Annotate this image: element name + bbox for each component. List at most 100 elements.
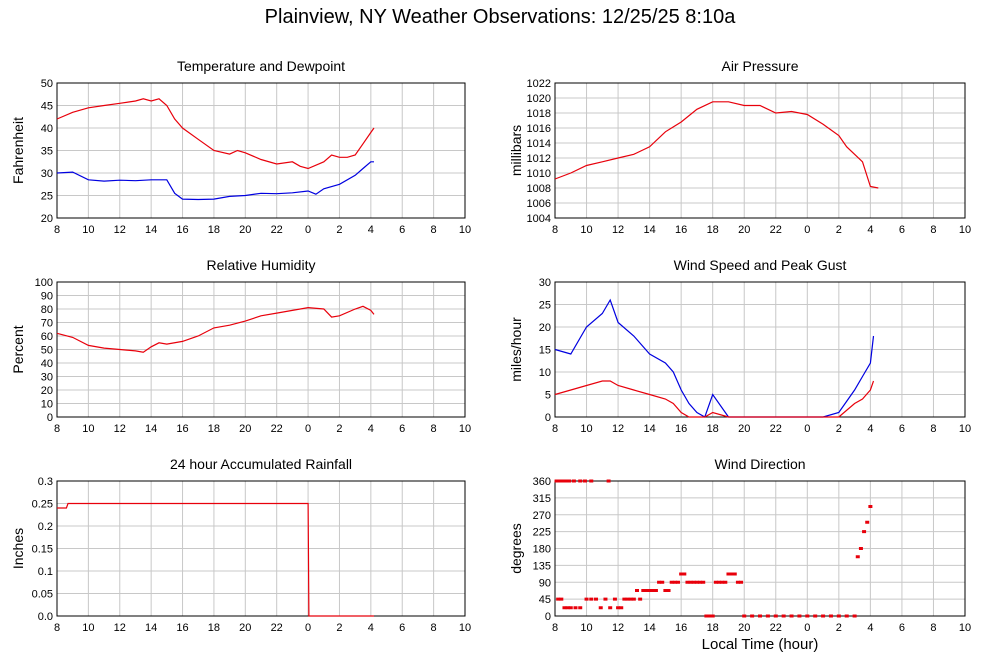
x-axis-title: Local Time (hour) <box>701 636 819 653</box>
y-tick-label: 1010 <box>527 168 551 180</box>
x-tick-label: 8 <box>930 622 936 634</box>
y-tick-label: 10 <box>539 367 551 379</box>
data-point <box>598 606 603 610</box>
data-point <box>729 572 734 576</box>
data-point <box>691 580 696 584</box>
y-tick-label: 180 <box>533 544 551 556</box>
x-tick-label: 2 <box>836 423 842 435</box>
data-point <box>679 572 684 576</box>
y-tick-label: 40 <box>41 358 53 370</box>
x-tick-label: 4 <box>368 622 374 634</box>
x-tick-label: 10 <box>459 224 471 236</box>
plot-frame <box>554 82 966 219</box>
data-point <box>647 589 652 592</box>
page-title: Plainview, NY Weather Observations: 12/2… <box>264 6 736 28</box>
data-point <box>557 479 562 483</box>
series-line <box>57 502 374 617</box>
x-tick-label: 12 <box>612 622 624 634</box>
series-line <box>554 380 875 418</box>
data-point <box>698 580 703 584</box>
x-tick-label: 6 <box>399 423 405 435</box>
chart-title: Wind Direction <box>714 456 805 472</box>
x-tick-label: 6 <box>899 622 905 634</box>
y-tick-label: 0.15 <box>32 544 53 556</box>
y-tick-label: 0.25 <box>32 499 53 511</box>
x-tick-label: 20 <box>239 622 251 634</box>
series-line <box>56 161 374 201</box>
y-tick-label: 1014 <box>527 138 551 150</box>
x-tick-label: 6 <box>399 224 405 236</box>
y-tick-label: 35 <box>41 146 53 158</box>
data-point <box>669 580 674 584</box>
data-point <box>638 597 643 601</box>
x-tick-label: 16 <box>176 423 188 435</box>
data-point <box>657 580 662 584</box>
x-tick-label: 18 <box>707 224 719 236</box>
y-tick-label: 1020 <box>527 93 551 105</box>
data-point <box>608 606 613 610</box>
data-point <box>789 614 794 618</box>
x-tick-label: 14 <box>145 622 157 634</box>
x-tick-label: 18 <box>707 423 719 435</box>
x-tick-label: 8 <box>930 224 936 236</box>
x-tick-label: 4 <box>867 423 873 435</box>
data-point <box>707 614 712 618</box>
data-point <box>578 606 583 610</box>
y-tick-label: 315 <box>533 493 551 505</box>
data-point <box>781 614 786 618</box>
data-point <box>821 614 826 618</box>
y-tick-label: 50 <box>41 78 53 90</box>
data-point <box>560 479 565 483</box>
x-tick-label: 16 <box>176 622 188 634</box>
data-point <box>660 580 665 584</box>
data-point <box>852 614 857 618</box>
x-tick-label: 0 <box>804 423 810 435</box>
data-point <box>828 614 833 618</box>
y-axis-label: Fahrenheit <box>10 117 26 184</box>
x-tick-label: 10 <box>959 224 971 236</box>
y-axis-label: Inches <box>10 528 26 569</box>
y-tick-label: 0.3 <box>38 476 53 488</box>
y-tick-label: 1022 <box>527 78 551 90</box>
data-point <box>589 597 594 601</box>
chart-title: Relative Humidity <box>207 257 316 273</box>
x-tick-label: 6 <box>899 423 905 435</box>
data-point <box>758 614 762 618</box>
data-point <box>641 589 646 592</box>
data-point <box>584 597 589 601</box>
x-tick-label: 14 <box>145 224 157 236</box>
data-point <box>616 606 621 610</box>
x-tick-label: 10 <box>580 622 592 634</box>
y-tick-label: 90 <box>41 291 53 303</box>
x-tick-label: 6 <box>399 622 405 634</box>
x-tick-label: 18 <box>208 224 220 236</box>
data-point <box>735 580 740 584</box>
chart-title: Wind Speed and Peak Gust <box>674 257 847 273</box>
x-tick-label: 12 <box>114 423 126 435</box>
y-axis-label: Percent <box>10 325 26 373</box>
series-line <box>56 98 375 170</box>
x-tick-label: 20 <box>239 423 251 435</box>
data-point <box>582 479 587 483</box>
x-tick-label: 2 <box>336 224 342 236</box>
data-point <box>723 580 728 584</box>
y-tick-label: 45 <box>539 594 551 606</box>
data-point <box>685 580 690 584</box>
x-tick-label: 6 <box>899 224 905 236</box>
data-point <box>688 580 693 584</box>
data-point <box>666 589 671 592</box>
data-point <box>704 614 709 618</box>
x-tick-label: 4 <box>368 423 374 435</box>
data-point <box>858 547 863 550</box>
x-tick-label: 22 <box>770 224 782 236</box>
x-tick-label: 22 <box>770 622 782 634</box>
y-tick-label: 10 <box>41 399 53 411</box>
data-point <box>625 597 630 601</box>
x-tick-label: 4 <box>867 622 873 634</box>
y-tick-label: 1012 <box>527 153 551 165</box>
x-tick-label: 2 <box>836 224 842 236</box>
y-tick-label: 1004 <box>527 213 551 225</box>
y-tick-label: 0 <box>47 412 53 424</box>
plot-frame <box>56 82 466 219</box>
